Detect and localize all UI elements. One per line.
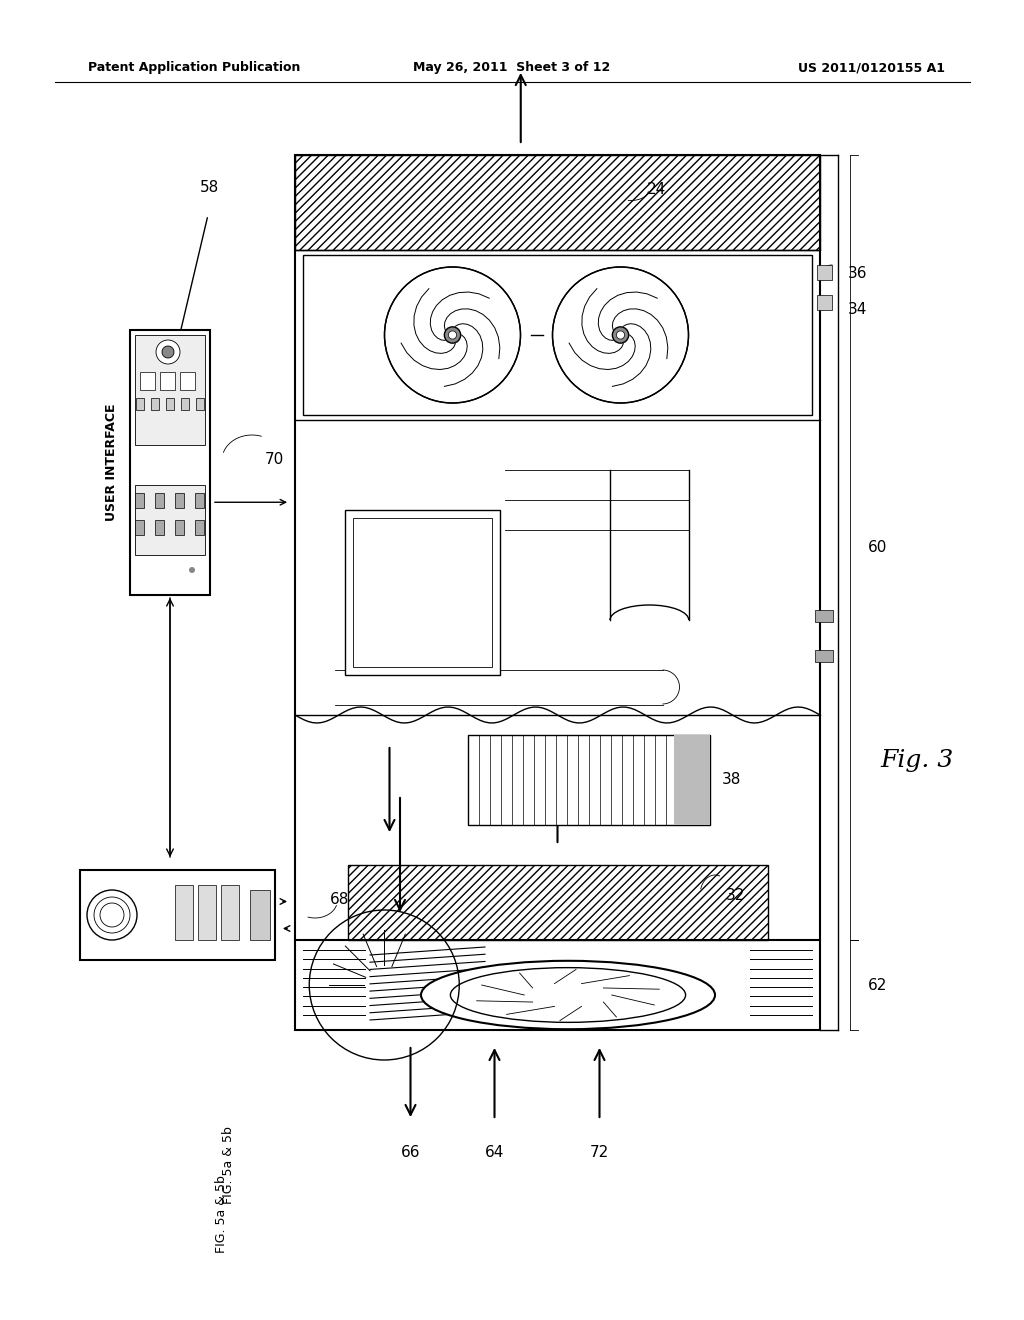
- Bar: [815, 610, 833, 622]
- Bar: [345, 510, 500, 675]
- Text: 58: 58: [200, 181, 219, 195]
- Circle shape: [100, 903, 124, 927]
- Bar: [181, 399, 189, 411]
- Circle shape: [553, 267, 688, 403]
- Bar: [140, 372, 155, 389]
- Bar: [135, 492, 144, 508]
- Bar: [136, 399, 144, 411]
- Bar: [155, 520, 164, 535]
- Bar: [353, 517, 492, 667]
- Bar: [198, 884, 216, 940]
- Circle shape: [616, 331, 625, 339]
- Circle shape: [87, 890, 137, 940]
- Text: FIG. 5a & 5b: FIG. 5a & 5b: [222, 1126, 234, 1204]
- Bar: [151, 399, 159, 411]
- Bar: [295, 154, 820, 1030]
- Text: 24: 24: [647, 182, 666, 198]
- Text: May 26, 2011  Sheet 3 of 12: May 26, 2011 Sheet 3 of 12: [414, 62, 610, 74]
- Bar: [135, 335, 205, 445]
- Text: Fig. 3: Fig. 3: [880, 748, 953, 771]
- Text: 64: 64: [484, 1144, 504, 1160]
- Text: 68: 68: [330, 892, 349, 908]
- Text: 38: 38: [722, 772, 741, 788]
- Text: Patent Application Publication: Patent Application Publication: [88, 62, 300, 74]
- Ellipse shape: [451, 968, 686, 1023]
- Text: 20: 20: [365, 540, 384, 554]
- Bar: [155, 492, 164, 508]
- Bar: [166, 399, 174, 411]
- Bar: [175, 520, 184, 535]
- Circle shape: [156, 341, 180, 364]
- Bar: [347, 865, 768, 940]
- Bar: [160, 372, 175, 389]
- Bar: [295, 154, 820, 249]
- Bar: [80, 870, 275, 960]
- Text: USER INTERFACE: USER INTERFACE: [105, 404, 118, 521]
- Circle shape: [162, 346, 174, 358]
- Bar: [221, 884, 239, 940]
- Bar: [135, 484, 205, 554]
- Ellipse shape: [421, 961, 715, 1030]
- Circle shape: [612, 327, 629, 343]
- Bar: [130, 330, 210, 595]
- Circle shape: [189, 568, 195, 573]
- Text: 32: 32: [725, 887, 744, 903]
- Text: 72: 72: [590, 1144, 609, 1160]
- Bar: [195, 520, 204, 535]
- Bar: [674, 735, 710, 825]
- Text: 36: 36: [848, 265, 867, 281]
- Bar: [303, 255, 812, 414]
- Text: 34: 34: [848, 302, 867, 318]
- Text: US 2011/0120155 A1: US 2011/0120155 A1: [798, 62, 945, 74]
- Text: MAIN CONTROL: MAIN CONTROL: [129, 909, 225, 920]
- Bar: [196, 399, 204, 411]
- Bar: [817, 265, 831, 280]
- Bar: [817, 294, 831, 310]
- Bar: [195, 492, 204, 508]
- Text: FIG. 5a & 5b: FIG. 5a & 5b: [215, 1175, 228, 1253]
- Bar: [468, 735, 710, 825]
- Bar: [180, 372, 195, 389]
- Bar: [135, 520, 144, 535]
- Circle shape: [449, 331, 457, 339]
- Bar: [175, 884, 193, 940]
- Text: 60: 60: [868, 540, 888, 554]
- Text: 66: 66: [400, 1144, 420, 1160]
- Bar: [175, 492, 184, 508]
- Bar: [815, 649, 833, 663]
- Circle shape: [444, 327, 461, 343]
- Bar: [250, 890, 270, 940]
- Text: 70: 70: [265, 453, 285, 467]
- Circle shape: [384, 267, 520, 403]
- Text: 62: 62: [868, 978, 888, 993]
